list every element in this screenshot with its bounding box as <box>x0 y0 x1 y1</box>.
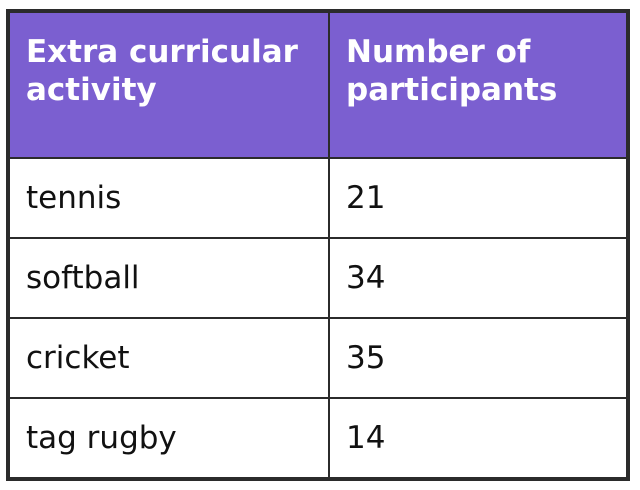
cell-activity: softball <box>8 237 330 319</box>
column-header-activity: Extra curricular activity <box>8 11 330 159</box>
participants-table: Extra curricular activity Number of part… <box>8 11 628 479</box>
table-row: tag rugby 14 <box>8 397 628 479</box>
cell-activity: cricket <box>8 317 330 399</box>
cell-participants: 35 <box>328 317 628 399</box>
table-row: cricket 35 <box>8 317 628 399</box>
cell-participants: 14 <box>328 397 628 479</box>
data-table-container: Extra curricular activity Number of part… <box>6 9 630 481</box>
column-header-participants: Number of participants <box>328 11 628 159</box>
cell-participants: 21 <box>328 157 628 239</box>
table-row: softball 34 <box>8 237 628 319</box>
cell-activity: tennis <box>8 157 330 239</box>
cell-activity: tag rugby <box>8 397 330 479</box>
cell-participants: 34 <box>328 237 628 319</box>
table-row: tennis 21 <box>8 157 628 239</box>
header-row: Extra curricular activity Number of part… <box>8 11 628 159</box>
